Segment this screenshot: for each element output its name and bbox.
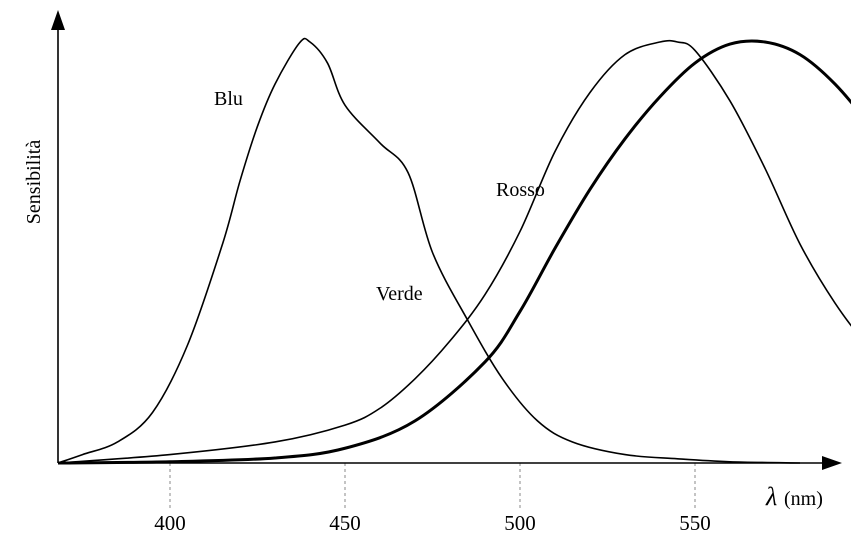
x-tick-dashes	[169, 463, 696, 508]
series-line-verde	[57, 39, 851, 464]
series-curves	[57, 37, 851, 465]
y-axis-title: Sensibilità	[23, 140, 45, 225]
x-axis-arrow-icon	[822, 456, 842, 470]
series-label-blu: Blu	[214, 88, 243, 110]
axes	[51, 10, 842, 470]
series-line-rosso	[57, 39, 851, 465]
series-label-verde: Verde	[376, 283, 423, 305]
x-tick-label-450: 450	[329, 511, 361, 535]
x-axis-title: (nm)	[784, 488, 823, 510]
y-axis-arrow-icon	[51, 10, 65, 30]
x-axis-symbol: λ	[765, 482, 777, 511]
series-labels: Blu Verde Rosso	[214, 88, 545, 305]
series-label-rosso: Rosso	[496, 179, 545, 201]
x-tick-label-550: 550	[679, 511, 711, 535]
x-tick-labels: 400450500550600650700750	[154, 511, 711, 535]
x-tick-label-500: 500	[504, 511, 536, 535]
x-tick-label-400: 400	[154, 511, 186, 535]
series-line-blu	[57, 37, 801, 464]
